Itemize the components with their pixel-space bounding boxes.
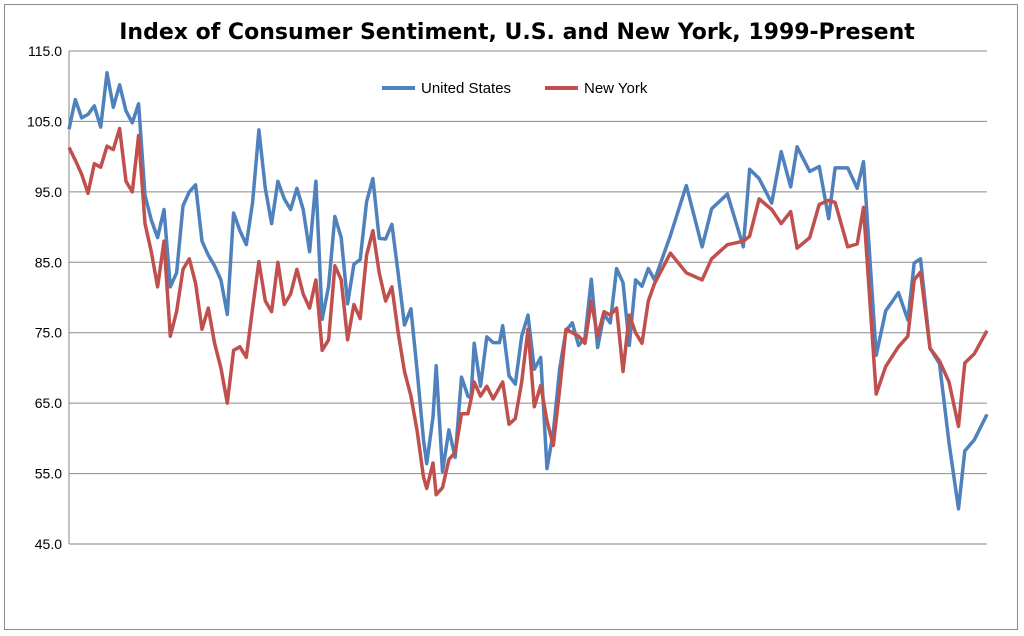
chart-frame [4,4,1018,630]
series-line-new-york [67,126,989,497]
legend: United States New York [382,80,648,97]
y-tick-label: 85.0 [35,254,62,270]
y-tick-label: 75.0 [35,325,62,341]
legend-label-new-york: New York [584,80,648,97]
y-axis: 45.0 55.0 65.0 75.0 85.0 95.0 105.0 115.0 [27,43,62,552]
gridlines [68,50,987,545]
legend-label-united-states: United States [421,80,511,97]
y-tick-label: 55.0 [35,466,62,482]
y-tick-label: 45.0 [35,536,62,552]
y-tick-label: 65.0 [35,395,62,411]
series-lines [67,71,989,511]
chart-title: Index of Consumer Sentiment, U.S. and Ne… [119,20,915,45]
series-line-united-states [67,71,989,511]
y-tick-label: 95.0 [35,184,62,200]
y-tick-label: 115.0 [28,43,62,59]
y-tick-label: 105.0 [27,113,62,129]
